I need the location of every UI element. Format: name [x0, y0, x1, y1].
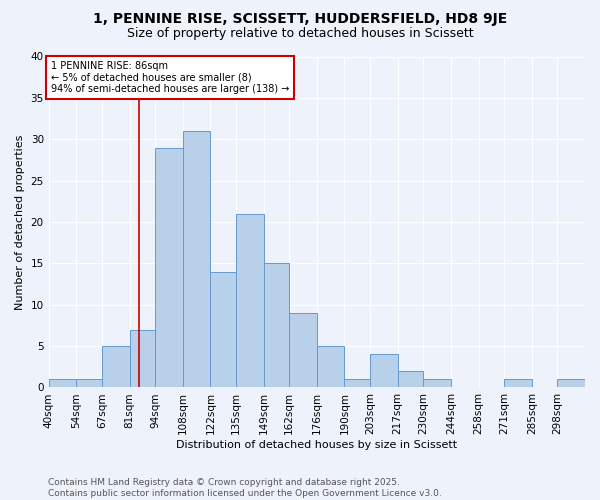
X-axis label: Distribution of detached houses by size in Scissett: Distribution of detached houses by size … [176, 440, 457, 450]
Bar [102, 346, 130, 388]
Bar [49, 379, 76, 388]
Y-axis label: Number of detached properties: Number of detached properties [15, 134, 25, 310]
Text: 1, PENNINE RISE, SCISSETT, HUDDERSFIELD, HD8 9JE: 1, PENNINE RISE, SCISSETT, HUDDERSFIELD,… [93, 12, 507, 26]
Bar [585, 379, 600, 388]
Bar [370, 354, 398, 388]
Bar [263, 264, 289, 388]
Text: 1 PENNINE RISE: 86sqm
← 5% of detached houses are smaller (8)
94% of semi-detach: 1 PENNINE RISE: 86sqm ← 5% of detached h… [50, 60, 289, 94]
Bar [76, 379, 102, 388]
Bar [344, 379, 370, 388]
Text: Size of property relative to detached houses in Scissett: Size of property relative to detached ho… [127, 28, 473, 40]
Bar [211, 272, 236, 388]
Bar [155, 148, 183, 388]
Bar [236, 214, 263, 388]
Bar [504, 379, 532, 388]
Bar [289, 313, 317, 388]
Bar [424, 379, 451, 388]
Bar [130, 330, 155, 388]
Text: Contains HM Land Registry data © Crown copyright and database right 2025.
Contai: Contains HM Land Registry data © Crown c… [48, 478, 442, 498]
Bar [183, 131, 211, 388]
Bar [317, 346, 344, 388]
Bar [398, 371, 424, 388]
Bar [557, 379, 585, 388]
